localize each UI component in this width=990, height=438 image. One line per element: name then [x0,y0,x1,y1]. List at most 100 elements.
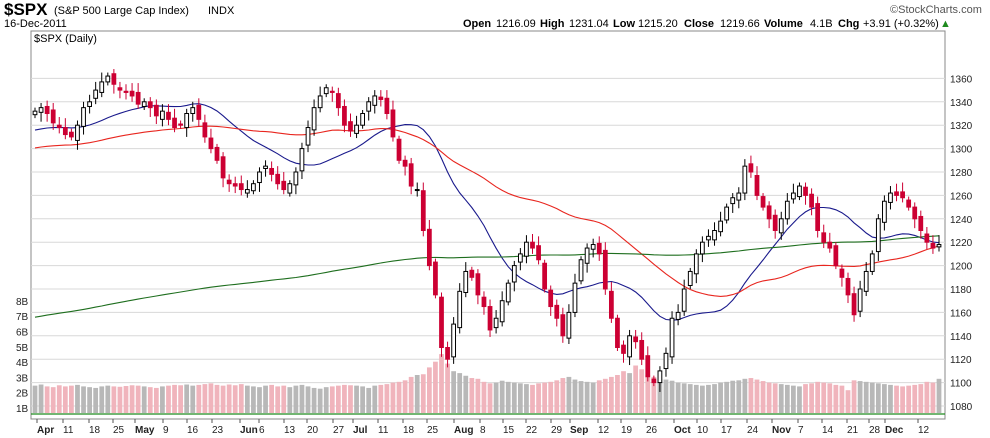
date-tick-label: 15 [503,425,515,436]
candle-body [196,104,202,120]
candle-body [590,244,596,250]
candle-body [384,97,390,115]
candle-body [754,175,760,196]
candle-body [269,167,274,175]
volume-bar [851,380,857,413]
candle-body [426,228,432,267]
candle-body [232,183,238,187]
candle-body [863,270,869,292]
index-name: (S&P 500 Large Cap Index) [54,5,189,17]
candle-body [645,355,651,378]
candle-body [360,113,366,126]
volume-bar [275,386,281,413]
volume-bar [900,386,905,413]
volume-bar [536,383,541,413]
candle-body [153,104,159,117]
date-tick-label: Jun [240,425,258,436]
volume-bar [202,384,208,413]
date-tick-label: 7 [798,425,804,436]
candle-body [669,317,675,358]
candle-body [706,235,711,241]
volume-bar [560,378,566,413]
candle-body [700,241,705,255]
candle-body [505,282,511,303]
candle-body [633,336,639,343]
price-tick-label: 1200 [950,262,973,273]
candle-body [372,95,378,106]
date-tick-label: 14 [822,425,834,436]
candle-body [329,90,335,93]
volume-bar [621,371,626,413]
candle-body [584,247,590,264]
price-tick-label: 1080 [950,402,973,413]
candle-body [166,111,171,120]
volume-tick-label: 7B [16,312,29,323]
date-tick-label: Nov [772,425,791,436]
volume-bar [384,384,390,413]
volume-bar [220,385,226,413]
candle-body [803,186,808,196]
volume-value: 4.1B [810,18,833,30]
volume-bar [93,387,99,413]
candle-body [675,311,681,320]
candle-body [117,87,123,91]
volume-bar [269,384,274,413]
candle-body [75,124,80,141]
price-tick-label: 1100 [950,379,972,390]
price-axis: 1080 1100 1120 1140 1160 1180 1200 1220 1240 1260… [950,74,973,413]
volume-bar [414,375,420,413]
candle-body [184,113,190,129]
candle-body [542,262,548,290]
volume-bar [809,383,814,413]
date-tick-label: 18 [89,425,101,436]
candle-body [451,323,457,358]
candle-body [536,245,541,261]
candle-body [918,215,924,232]
volume-bar [147,387,153,413]
volume-bar [153,387,159,413]
date-tick-label: Apr [37,425,54,436]
close-label: Close [684,18,714,30]
volume-bar [293,385,299,413]
candle-body [50,109,56,124]
candle-body [712,230,717,241]
candle-body [323,87,329,95]
candle-body [202,122,208,138]
volume-bar [821,382,827,413]
candle-body [81,107,86,127]
candle-body [821,232,827,243]
volume-label: Volume [764,18,803,30]
candle-body [69,131,74,138]
candle-body [463,270,469,294]
candle-body [56,124,62,129]
candle-body [621,344,626,354]
moving-average-20 [34,103,940,321]
candle-body [335,93,341,109]
date-tick-label: Dec [885,425,904,436]
price-tick-label: 1300 [950,145,973,156]
candle-body [281,180,287,191]
volume-bar [578,381,584,413]
date-tick-label: 24 [747,425,759,436]
volume-bar [323,387,329,413]
volume-bar [930,382,936,413]
volume-bar [75,384,80,413]
candle-body [572,282,578,313]
date-axis: Apr 11 18 25 May 9 16 23 Jun 6 13 20 27 Jul 11 18 25 Aug 8… [36,419,930,436]
moving-average-200 [34,235,940,318]
candle-body [414,189,420,192]
volume-bar [675,382,681,413]
volume-bar [62,386,68,413]
volume-bar [766,382,772,413]
candle-body [517,253,523,263]
volume-tick-label: 1B [16,404,29,415]
volume-bar [730,380,736,413]
volume-bar [378,384,384,413]
price-tick-label: 1360 [950,74,973,85]
candle-body [87,101,92,107]
symbol: $SPX [4,0,48,19]
volume-bar [445,363,450,413]
date-tick-label: 6 [259,425,265,436]
candle-body [275,173,281,185]
volume-bar [402,380,408,413]
